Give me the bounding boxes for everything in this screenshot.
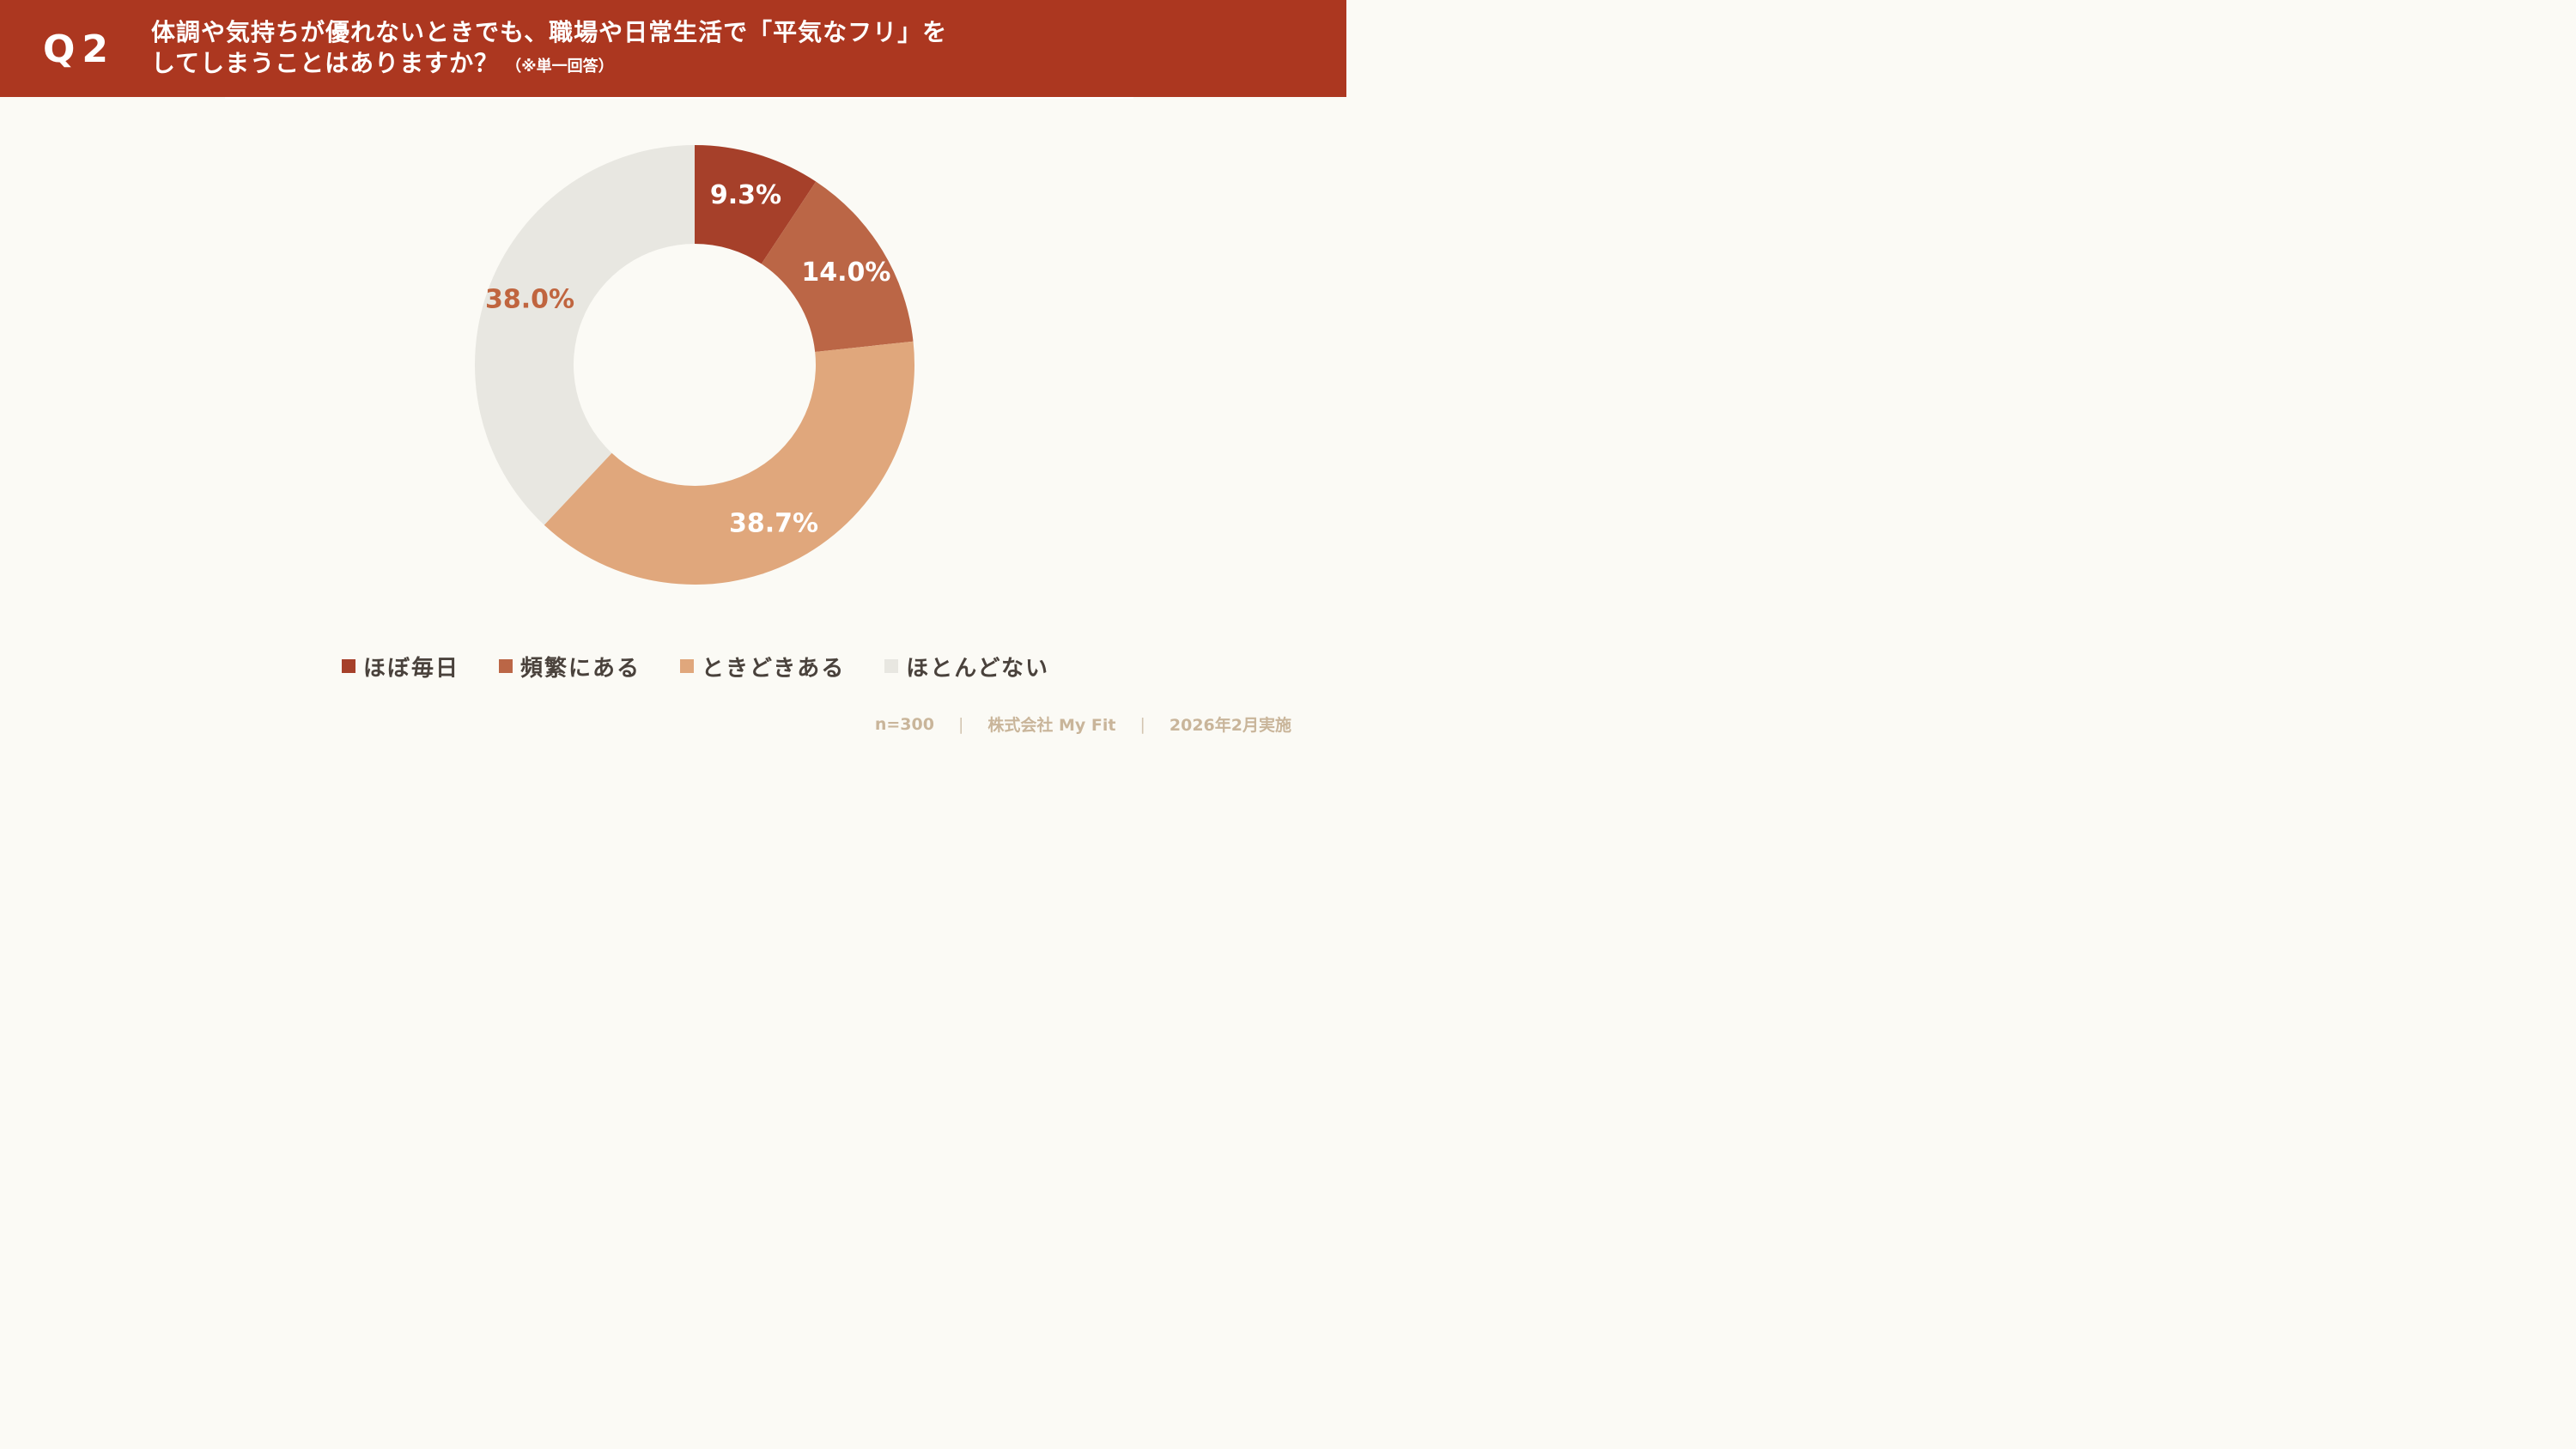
- company-name: 株式会社 My Fit: [987, 716, 1116, 735]
- legend-swatch-frequently: [499, 659, 513, 673]
- legend-item-daily: ほぼ毎日: [342, 651, 459, 682]
- legend-item-frequently: 頻繁にある: [499, 651, 641, 682]
- legend-item-sometimes: ときどきある: [680, 651, 845, 682]
- legend-label-frequently: 頻繁にある: [520, 655, 641, 682]
- question-note: （※単一回答）: [506, 58, 614, 76]
- sample-size: n=300: [874, 714, 934, 734]
- legend-swatch-daily: [342, 659, 355, 673]
- header-divider: [225, 97, 1133, 99]
- question-title-line-2: してしまうことはありますか？ （※単一回答）: [151, 48, 1096, 82]
- donut-slice-frequently: [761, 181, 914, 352]
- footer: n=300 | 株式会社 My Fit | 2026年2月実施: [875, 712, 1291, 736]
- footer-separator: |: [1139, 714, 1145, 734]
- donut-slice-rarely: [475, 145, 695, 525]
- chart-legend: ほぼ毎日 頻繁にある ときどきある ほとんどない: [342, 651, 1089, 682]
- donut-slice-daily: [695, 145, 817, 264]
- donut-chart: 9.3% 14.0% 38.7% 38.0%: [475, 145, 914, 585]
- data-label-frequently: 14.0%: [801, 258, 890, 288]
- legend-swatch-sometimes: [680, 659, 695, 673]
- legend-item-rarely: ほとんどない: [884, 651, 1049, 682]
- legend-label-rarely: ほとんどない: [906, 655, 1049, 682]
- header-bar: Q2 体調や気持ちが優れないときでも、職場や日常生活で「平気なフリ」を してしま…: [0, 0, 1346, 97]
- legend-label-daily: ほぼ毎日: [363, 655, 460, 682]
- footer-separator: |: [957, 714, 964, 734]
- question-title-line-2-text: してしまうことはありますか？: [151, 49, 500, 77]
- data-label-rarely: 38.0%: [485, 284, 574, 314]
- legend-swatch-rarely: [884, 659, 899, 673]
- legend-label-sometimes: ときどきある: [702, 655, 846, 682]
- data-label-sometimes: 38.7%: [729, 508, 818, 538]
- question-title: 体調や気持ちが優れないときでも、職場や日常生活で「平気なフリ」を してしまうこと…: [151, 17, 1096, 82]
- question-title-line-1: 体調や気持ちが優れないときでも、職場や日常生活で「平気なフリ」を: [151, 18, 948, 46]
- donut-slice-sometimes: [544, 341, 914, 585]
- survey-date: 2026年2月実施: [1169, 716, 1291, 735]
- question-number: Q2: [43, 27, 116, 71]
- data-label-daily: 9.3%: [710, 180, 781, 210]
